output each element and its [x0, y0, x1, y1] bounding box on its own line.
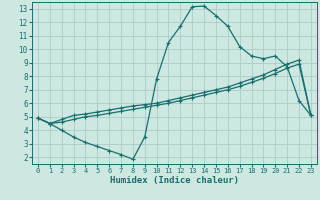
- X-axis label: Humidex (Indice chaleur): Humidex (Indice chaleur): [110, 176, 239, 185]
